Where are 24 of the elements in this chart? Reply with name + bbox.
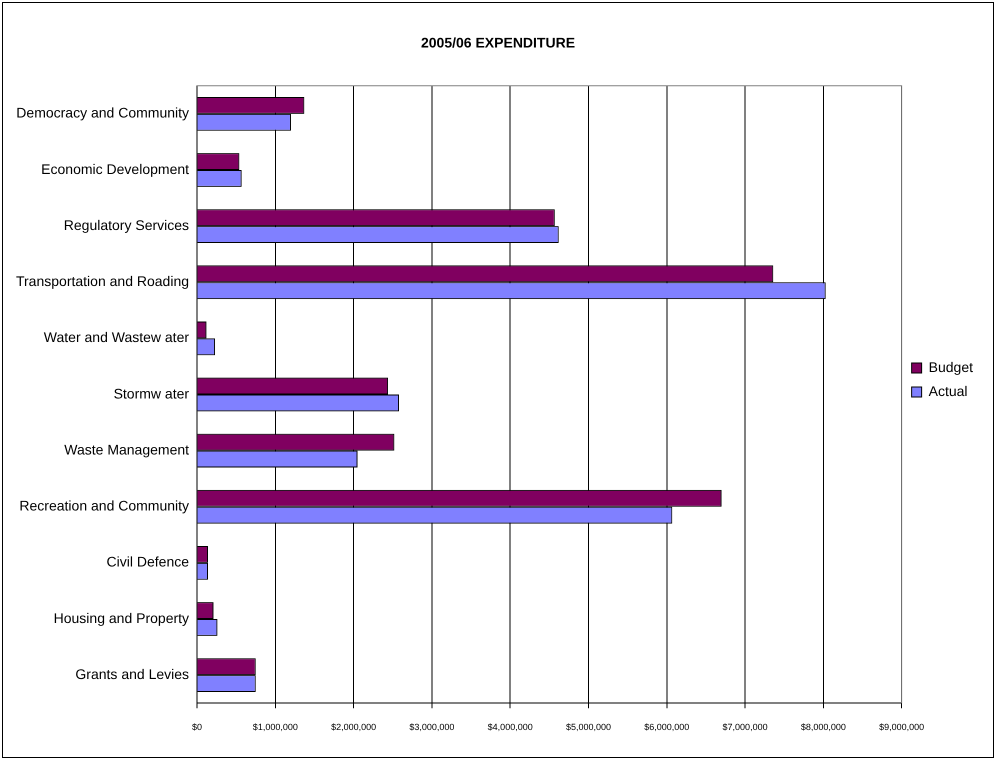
y-tick-label: Democracy and Community <box>16 104 190 121</box>
y-tick-label: Waste Management <box>64 441 190 458</box>
x-tick-label: $3,000,000 <box>409 722 454 732</box>
y-tick-label: Economic Development <box>41 160 190 177</box>
y-tick-label: Grants and Levies <box>75 666 190 682</box>
y-tick-label: Civil Defence <box>106 554 190 570</box>
x-tick-label: $0 <box>192 722 202 732</box>
x-tick-label: $9,000,000 <box>879 722 924 732</box>
y-tick-label: Housing and Property <box>54 610 190 626</box>
x-tick-label: $5,000,000 <box>566 722 611 732</box>
y-tick-label: Water and Wastew ater <box>44 329 190 346</box>
x-tick-label: $7,000,000 <box>722 722 768 732</box>
x-tick-label: $2,000,000 <box>331 722 376 732</box>
y-tick-label: Stormw ater <box>114 385 190 402</box>
x-tick-label: $4,000,000 <box>488 722 533 732</box>
x-tick-label: $1,000,000 <box>252 722 298 732</box>
x-tick-label: $6,000,000 <box>644 722 690 732</box>
legend-label: Budget <box>928 358 974 375</box>
chart-title: 2005/06 EXPENDITURE <box>420 34 576 50</box>
x-tick-label: $8,000,000 <box>800 722 846 732</box>
legend-label: Actual <box>928 382 968 399</box>
y-tick-label: Recreation and Community <box>19 498 190 514</box>
y-tick-label: Regulatory Services <box>64 216 190 233</box>
y-tick-label: Transportation and Roading <box>16 273 190 290</box>
